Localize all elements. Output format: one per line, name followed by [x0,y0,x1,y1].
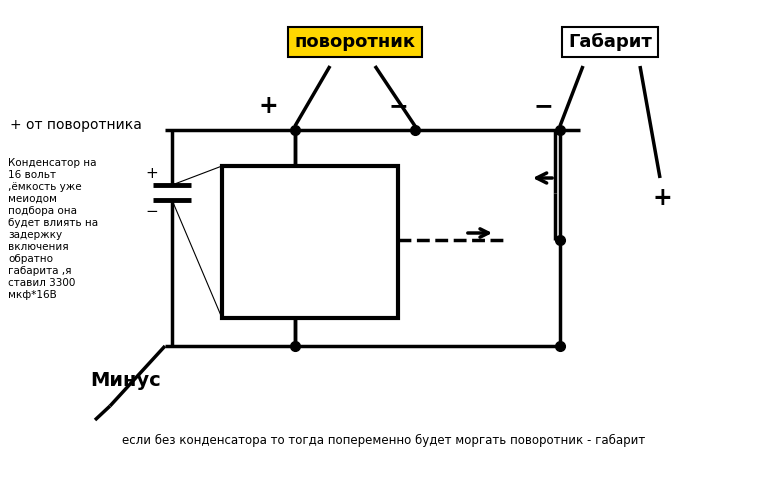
Text: Габарит: Габарит [568,33,652,51]
Bar [222,166,398,318]
Text: + от поворотника: + от поворотника [10,118,142,132]
Text: +: + [258,94,278,118]
Text: поворотник: поворотник [294,33,415,51]
Text: −: − [533,94,553,118]
Text: Минус: Минус [90,370,161,389]
Text: +: + [652,186,672,210]
Text: −: − [146,204,158,220]
Text: +: + [146,165,158,181]
Text: Конденсатор на
16 вольт
,ёмкость уже
меиодом
подбора она
будет влиять на
задержк: Конденсатор на 16 вольт ,ёмкость уже меи… [8,158,98,300]
Text: если без конденсатора то тогда попеременно будет моргать поворотник - габарит: если без конденсатора то тогда поперемен… [122,433,646,447]
Text: −: − [388,94,408,118]
